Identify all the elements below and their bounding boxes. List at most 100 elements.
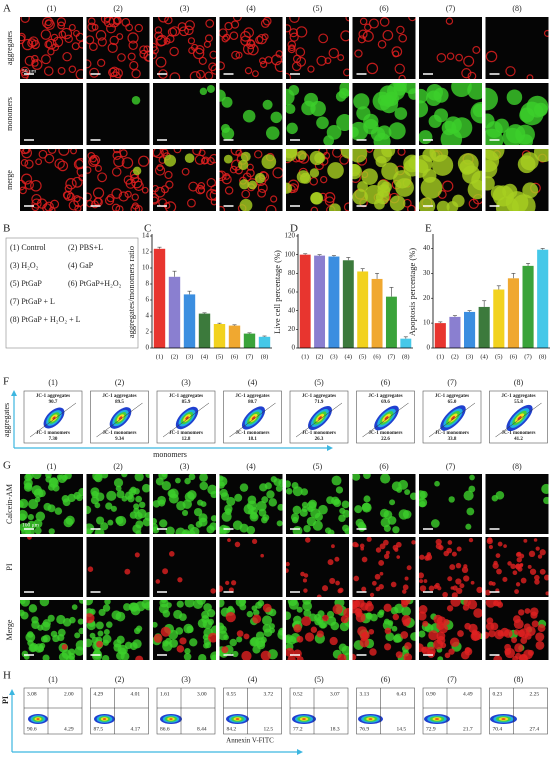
cell — [377, 179, 389, 192]
cell — [249, 512, 259, 522]
cell — [485, 589, 491, 596]
cell — [87, 22, 97, 32]
cell — [75, 32, 83, 42]
cells — [419, 149, 482, 211]
cell — [92, 187, 105, 199]
micrograph — [219, 537, 283, 597]
cell — [162, 609, 171, 618]
gate-label: JC-1 aggregates — [102, 394, 136, 399]
cell — [452, 194, 465, 208]
cell — [378, 584, 384, 590]
cell — [471, 629, 478, 636]
column-header: (2) — [113, 462, 123, 471]
micrograph — [153, 83, 216, 145]
cell — [209, 153, 216, 164]
column-header: (3) — [180, 4, 190, 13]
cell — [240, 151, 251, 162]
gate — [495, 402, 542, 438]
cell — [113, 155, 125, 168]
cell — [428, 585, 435, 592]
quadrant-value: 87.5 — [94, 726, 104, 732]
micrograph-bg — [485, 474, 549, 534]
micrograph — [419, 17, 482, 79]
cell — [155, 35, 167, 47]
cell — [24, 55, 35, 66]
micrograph — [485, 600, 549, 660]
cell — [392, 526, 400, 534]
micrograph-bg — [286, 17, 349, 79]
bar — [314, 255, 326, 348]
column-header: (1) — [47, 462, 57, 471]
cell — [31, 620, 40, 630]
cell — [485, 160, 498, 179]
row-label: monomers — [5, 97, 14, 131]
cell — [383, 603, 392, 612]
gate-label: JC-1 aggregates — [36, 394, 70, 399]
cell — [232, 17, 242, 22]
cell — [113, 478, 124, 488]
cell — [210, 515, 216, 522]
flow-plot — [90, 687, 149, 735]
legend-item: (8) PtGaP + H₂O₂ + L — [10, 315, 81, 324]
cell — [422, 149, 437, 162]
gate-label: JC-1 aggregates — [302, 394, 336, 399]
cell — [426, 83, 444, 101]
cell — [27, 38, 37, 48]
cell — [503, 544, 507, 548]
cell — [397, 149, 406, 156]
cells — [219, 600, 283, 660]
y-tick-label: 40 — [288, 306, 296, 314]
quadrant-value: 3.72 — [264, 691, 274, 697]
cell — [539, 568, 546, 575]
cell — [57, 160, 69, 172]
cell — [419, 501, 426, 508]
micrograph-bg — [86, 83, 150, 145]
cell — [389, 499, 396, 506]
cell — [111, 610, 122, 620]
cell — [247, 44, 259, 56]
cell — [505, 124, 526, 144]
cell — [71, 604, 78, 610]
cell — [419, 579, 424, 584]
cell — [448, 648, 455, 655]
cell — [197, 186, 206, 194]
cell — [303, 588, 308, 593]
cell — [303, 609, 312, 618]
cell — [134, 23, 144, 33]
cell — [73, 29, 80, 37]
cell — [455, 562, 462, 569]
cell — [86, 192, 92, 202]
gate-label: JC-1 monomers — [169, 431, 203, 436]
cell — [333, 498, 342, 507]
cell — [286, 72, 292, 79]
cell — [183, 623, 194, 634]
cell — [164, 17, 173, 25]
cells — [286, 475, 349, 534]
cell — [265, 204, 277, 211]
quadrant-value: 3.00 — [197, 691, 207, 697]
cells — [419, 537, 482, 597]
micrograph — [86, 149, 150, 211]
cell — [68, 65, 77, 74]
quadrant-value: 21.7 — [463, 726, 473, 732]
cell — [288, 28, 299, 38]
cell — [449, 564, 456, 571]
cell — [219, 170, 227, 182]
density — [36, 718, 40, 720]
cell — [343, 68, 349, 77]
cell — [197, 182, 206, 190]
cell — [153, 51, 157, 60]
cell — [236, 636, 243, 643]
cell — [511, 194, 536, 211]
panel-letter: H — [3, 670, 11, 682]
cell — [76, 166, 83, 177]
cell — [181, 509, 189, 516]
cell — [436, 53, 447, 63]
cell — [65, 178, 77, 190]
cell — [322, 614, 329, 622]
cell — [189, 638, 198, 647]
cell — [32, 474, 42, 480]
cell — [86, 600, 94, 606]
cell — [133, 503, 140, 510]
cell — [324, 527, 332, 534]
